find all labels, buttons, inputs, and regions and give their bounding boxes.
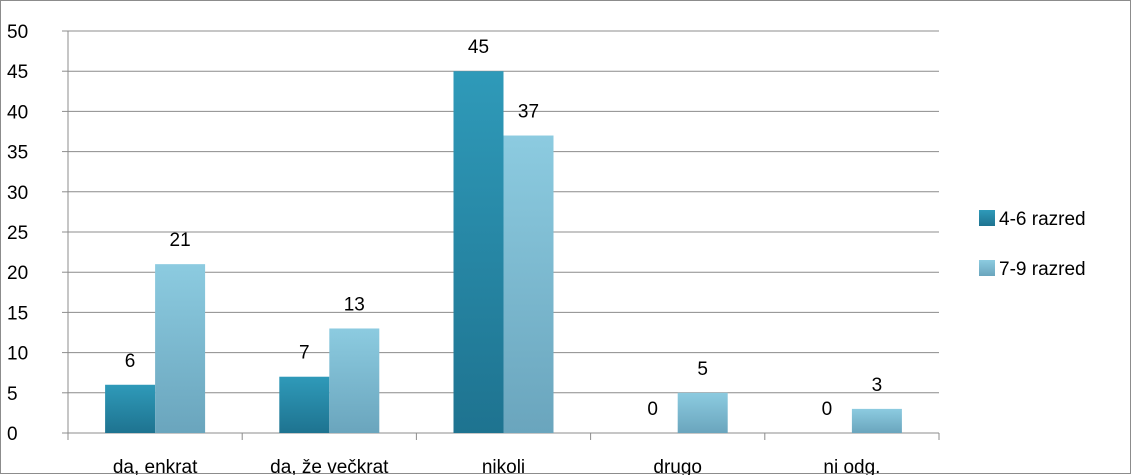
legend: 4-6 razred 7-9 razred (979, 209, 1086, 280)
legend-swatch (979, 260, 995, 276)
bars (105, 71, 902, 433)
legend-label: 4-6 razred (999, 209, 1086, 230)
bar (851, 408, 902, 433)
data-label: 6 (125, 351, 136, 372)
y-tick-label: 20 (7, 263, 28, 284)
bar (677, 392, 728, 433)
data-label: 0 (822, 399, 833, 420)
y-tick-label: 35 (7, 143, 28, 164)
category-label: da, že večkrat (270, 457, 389, 475)
category-label: da, enkrat (113, 457, 198, 475)
data-label: 45 (468, 37, 489, 58)
bar (105, 384, 156, 433)
category-label: drugo (653, 457, 702, 475)
y-tick-label: 15 (7, 303, 28, 324)
data-labels: 6 7 45 0 0 21 13 37 5 3 (125, 37, 882, 420)
data-label: 3 (872, 375, 883, 396)
y-tick-label: 30 (7, 183, 28, 204)
y-tick-label: 5 (7, 384, 18, 405)
data-label: 21 (170, 230, 191, 251)
y-tick-label: 50 (7, 22, 28, 43)
y-tick-label: 0 (7, 424, 18, 445)
bar (503, 135, 554, 433)
data-label: 5 (697, 359, 708, 380)
data-label: 37 (518, 102, 539, 123)
bar (453, 71, 504, 433)
bar (329, 328, 380, 433)
bar (279, 376, 330, 433)
legend-swatch (979, 210, 995, 226)
data-label: 13 (344, 294, 365, 315)
y-tick-label: 25 (7, 223, 28, 244)
category-label: ni odg. (823, 457, 880, 475)
category-label: nikoli (482, 457, 525, 475)
data-label: 7 (299, 343, 310, 364)
legend-label: 7-9 razred (999, 259, 1086, 280)
bar (155, 264, 206, 433)
data-label: 0 (647, 399, 658, 420)
y-tick-label: 10 (7, 344, 28, 365)
y-tick-label: 40 (7, 102, 28, 123)
y-tick-label: 45 (7, 62, 28, 83)
